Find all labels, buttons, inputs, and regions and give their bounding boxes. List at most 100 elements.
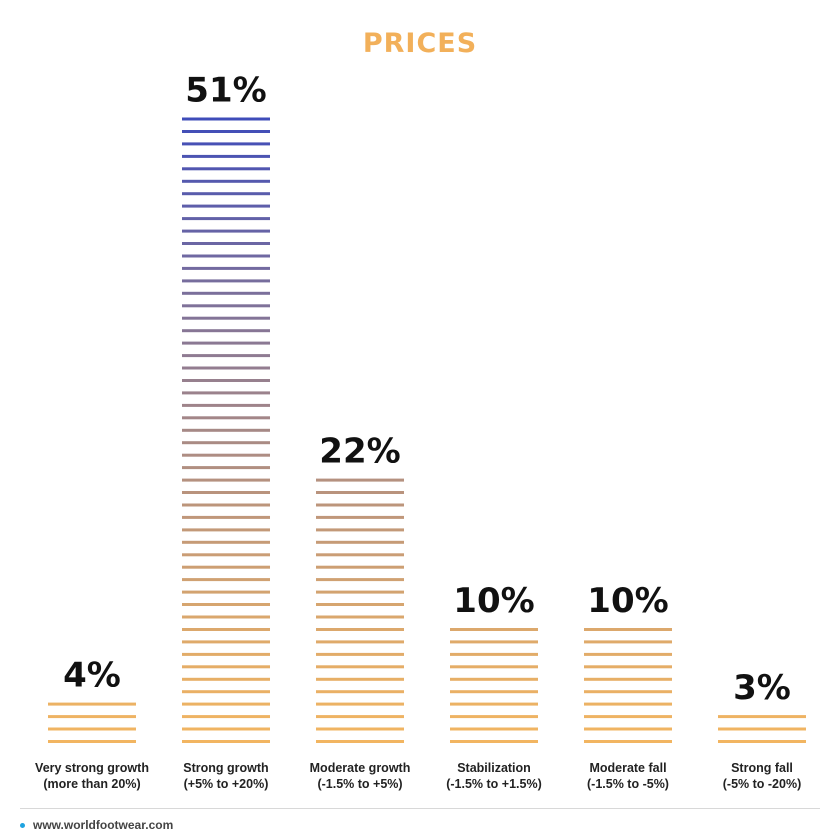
footer-divider: [20, 808, 820, 809]
bar-stripe: [316, 491, 404, 494]
bar-stripe: [182, 665, 270, 669]
bar-stripe: [584, 628, 672, 631]
bar-stripe: [584, 702, 672, 706]
bar-stripe: [182, 403, 270, 407]
bar-stripe: [182, 192, 270, 196]
bar-stripe: [182, 217, 270, 221]
category-label-6-line-1: Strong fall: [731, 761, 793, 775]
bar-6: [718, 715, 806, 743]
bar-stripe: [450, 690, 538, 694]
bar-stripe: [182, 441, 270, 445]
bar-stripe: [182, 179, 270, 183]
bar-stripe: [182, 702, 270, 706]
category-label-4-line-2: (-1.5% to +1.5%): [446, 777, 542, 791]
bar-stripe: [450, 665, 538, 669]
category-label-6-line-2: (-5% to -20%): [723, 777, 801, 791]
bar-stripe: [584, 640, 672, 644]
bar-stripe: [48, 715, 136, 719]
bar-stripe: [182, 553, 270, 557]
bar-4: [450, 628, 538, 743]
bar-stripe: [316, 690, 404, 694]
category-label-1-line-2: (more than 20%): [43, 777, 140, 791]
bar-stripe: [584, 727, 672, 731]
bar-stripe: [182, 266, 270, 270]
bar-stripe: [182, 279, 270, 283]
bar-stripe: [584, 652, 672, 656]
bar-stripe: [182, 316, 270, 320]
source-link[interactable]: www.worldfootwear.com: [33, 818, 174, 832]
bar-stripe: [450, 715, 538, 719]
bar-stripe: [182, 379, 270, 382]
value-label-3: 22%: [319, 432, 400, 472]
bar-stripe: [182, 540, 270, 544]
bar-stripe: [450, 677, 538, 681]
bar-stripe: [182, 715, 270, 719]
bar-stripe: [182, 329, 270, 333]
bar-stripe: [316, 702, 404, 706]
value-label-1: 4%: [63, 656, 121, 696]
value-label-5: 10%: [587, 581, 668, 621]
category-label-5-line-2: (-1.5% to -5%): [587, 777, 669, 791]
bar-stripe: [182, 565, 270, 569]
bar-stripe: [48, 702, 136, 706]
bar-stripe: [182, 242, 270, 245]
bar-stripe: [450, 702, 538, 706]
bar-stripe: [316, 590, 404, 594]
bar-stripe: [182, 628, 270, 631]
bar-stripe: [316, 677, 404, 681]
bar-stripe: [316, 515, 404, 519]
bar-stripe: [182, 491, 270, 494]
bar-2: [182, 117, 270, 743]
bar-stripe: [182, 154, 270, 158]
bar-stripe: [182, 677, 270, 681]
bar-stripe: [182, 528, 270, 532]
bar-stripe: [584, 715, 672, 719]
bullet-dot-icon: [20, 822, 25, 828]
bar-stripe: [718, 715, 806, 719]
bar-stripe: [182, 615, 270, 619]
category-label-1-line-1: Very strong growth: [35, 761, 149, 775]
bar-stripe: [584, 690, 672, 694]
bar-stripe: [182, 727, 270, 731]
footer: www.worldfootwear.com: [20, 818, 173, 832]
bar-stripe: [316, 628, 404, 631]
bar-stripe: [316, 503, 404, 507]
bar-stripe: [182, 291, 270, 295]
bar-stripe: [584, 740, 672, 743]
bar-stripe: [316, 740, 404, 743]
bar-stripe: [182, 254, 270, 258]
bar-stripe: [450, 628, 538, 631]
category-label-3-line-1: Moderate growth: [310, 761, 411, 775]
bar-stripe: [316, 528, 404, 532]
bar-stripe: [182, 366, 270, 370]
bar-5: [584, 628, 672, 743]
bar-stripe: [584, 677, 672, 681]
value-label-2: 51%: [185, 71, 266, 111]
value-label-6: 3%: [733, 668, 791, 708]
bar-stripe: [182, 304, 270, 308]
bar-stripe: [316, 540, 404, 544]
bar-stripe: [182, 142, 270, 146]
category-label-5-line-1: Moderate fall: [589, 761, 666, 775]
category-labels-group: Very strong growth (more than 20%) Strong …: [35, 761, 801, 791]
value-label-4: 10%: [453, 581, 534, 621]
bar-stripe: [316, 640, 404, 644]
bar-stripe: [316, 578, 404, 582]
chart-title: PRICES: [363, 28, 477, 59]
bar-stripe: [182, 603, 270, 606]
category-label-2-line-1: Strong growth: [183, 761, 268, 775]
bars-group: [48, 117, 806, 743]
bar-stripe: [48, 727, 136, 731]
bar-1: [48, 702, 136, 743]
bar-stripe: [182, 503, 270, 507]
bar-stripe: [316, 603, 404, 606]
category-label-3-line-2: (-1.5% to +5%): [317, 777, 402, 791]
bar-stripe: [182, 416, 270, 420]
bar-stripe: [182, 204, 270, 208]
bar-stripe: [316, 715, 404, 719]
bar-stripe: [182, 354, 270, 358]
bar-3: [316, 478, 404, 743]
bar-stripe: [718, 740, 806, 743]
bar-stripe: [182, 640, 270, 644]
bar-stripe: [182, 117, 270, 121]
